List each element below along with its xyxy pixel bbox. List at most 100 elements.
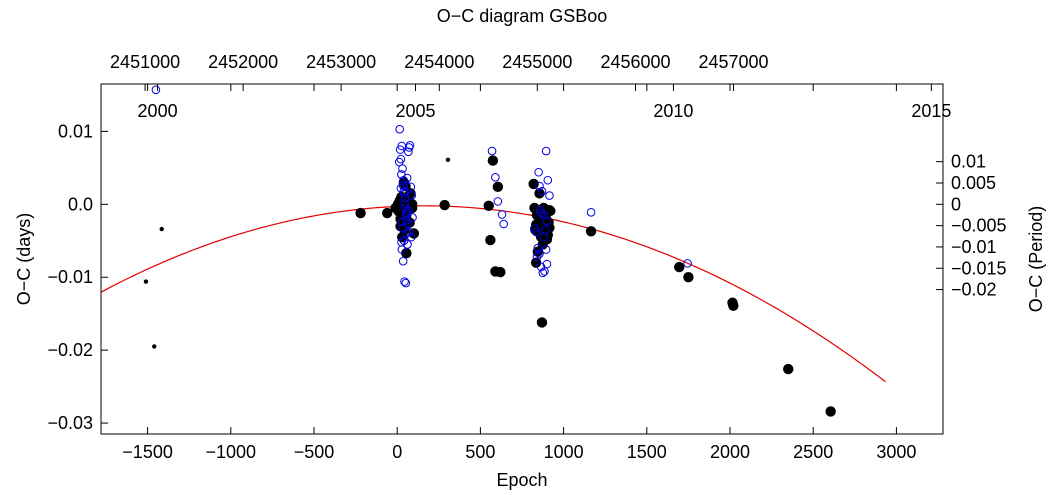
data-point: [382, 207, 393, 219]
data-point-open: [499, 219, 508, 229]
data-point-open: [405, 140, 415, 150]
year-label: 2015: [911, 101, 951, 121]
data-point-open: [535, 249, 544, 259]
y-tick-label: 0.01: [58, 121, 93, 141]
x-axis-label: Epoch: [496, 470, 547, 490]
data-point-open: [402, 173, 412, 183]
data-point-open: [541, 146, 551, 156]
y-tick-label: −0.03: [47, 413, 93, 433]
data-point-open: [532, 252, 542, 262]
data-point-open: [542, 216, 552, 226]
data-point: [783, 363, 794, 375]
y-tick-label: 0.0: [68, 194, 93, 214]
data-point-open: [497, 210, 507, 219]
plot-frame: [100, 83, 944, 435]
right-y-tick-label: −0.02: [951, 280, 997, 300]
data-point: [674, 261, 685, 273]
data-point-open: [542, 259, 552, 269]
data-point-open: [534, 167, 543, 177]
data-point: [495, 266, 506, 278]
data-point-open: [395, 145, 405, 154]
data-point: [542, 229, 553, 241]
right-y-tick-label: 0.01: [951, 152, 986, 172]
data-point: [536, 317, 548, 328]
x-tick-label: 1500: [627, 442, 667, 462]
data-point-open: [531, 227, 541, 237]
data-point-open: [400, 199, 409, 208]
year-label: 2010: [653, 101, 693, 121]
data-point: [585, 226, 597, 237]
y-tick-label: −0.01: [47, 267, 93, 287]
top-jd-label: 2451000: [110, 52, 180, 72]
data-point: [408, 228, 420, 239]
data-point: [355, 207, 366, 219]
data-point: [825, 406, 836, 417]
data-point: [534, 188, 545, 199]
x-tick-label: 500: [465, 442, 495, 462]
data-point-open: [407, 232, 416, 242]
x-tick-label: −500: [294, 442, 335, 462]
data-point: [544, 204, 555, 216]
x-tick-label: 1000: [544, 442, 584, 462]
fit-curve-line: [100, 205, 886, 383]
data-point-open: [541, 245, 551, 254]
data-point: [487, 155, 499, 166]
data-point-open: [586, 208, 596, 217]
data-point: [728, 300, 739, 311]
y-axis-label-right: O−C (Period): [1026, 206, 1046, 313]
data-point-open: [398, 256, 408, 266]
data-point-open: [537, 186, 547, 196]
right-y-tick-label: −0.015: [951, 258, 1007, 278]
data-point-open: [398, 224, 407, 233]
data-point: [492, 181, 504, 193]
x-tick-label: −1000: [206, 442, 257, 462]
fit-curve-group: [100, 205, 886, 383]
x-tick-label: 2500: [793, 442, 833, 462]
x-tick-label: 3000: [876, 442, 916, 462]
data-point-open: [397, 237, 406, 247]
data-point-open: [533, 243, 543, 253]
right-y-tick-label: 0: [951, 194, 961, 214]
data-point-open: [399, 186, 409, 196]
data-point-open: [395, 124, 404, 134]
data-point: [683, 272, 694, 283]
data-point-open: [545, 191, 554, 200]
top-jd-label: 2455000: [502, 52, 572, 72]
top-jd-label: 2453000: [306, 52, 376, 72]
right-y-tick-label: 0.005: [951, 173, 996, 193]
data-point-small: [152, 344, 157, 349]
data-point-open: [683, 259, 692, 268]
x-tick-label: 2000: [710, 442, 750, 462]
data-point: [528, 178, 539, 190]
data-point-open: [407, 191, 416, 200]
data-point-small: [445, 157, 451, 163]
data-point-open: [404, 147, 413, 157]
chart-title: O−C diagram GSBoo: [437, 6, 608, 26]
data-point-open: [543, 175, 553, 185]
data-point-open: [539, 232, 548, 242]
data-point-open: [535, 181, 544, 191]
x-tick-label: −1500: [122, 442, 173, 462]
data-point-open: [402, 210, 411, 219]
data-point-open: [403, 219, 413, 229]
top-jd-label: 2452000: [208, 52, 278, 72]
data-point-open: [405, 227, 414, 237]
top-jd-label: 2456000: [600, 52, 670, 72]
axes-group: −1500 −1000 −500 0 500 1000 1500 2000 2500 3000 0.…: [47, 52, 1006, 462]
right-y-tick-label: −0.005: [951, 216, 1007, 236]
data-point-open: [399, 236, 409, 246]
data-point-open: [487, 146, 497, 156]
data-point-open: [397, 217, 407, 227]
data-point-open: [398, 181, 408, 190]
data-points-group: [143, 85, 836, 417]
right-y-tick-label: −0.01: [951, 237, 997, 257]
data-point-open: [493, 197, 503, 206]
data-point: [485, 234, 496, 246]
data-point: [401, 247, 412, 259]
data-point-open: [400, 277, 409, 286]
year-label: 2005: [395, 101, 435, 121]
data-point-small: [143, 279, 149, 284]
y-tick-label: −0.02: [47, 340, 93, 360]
